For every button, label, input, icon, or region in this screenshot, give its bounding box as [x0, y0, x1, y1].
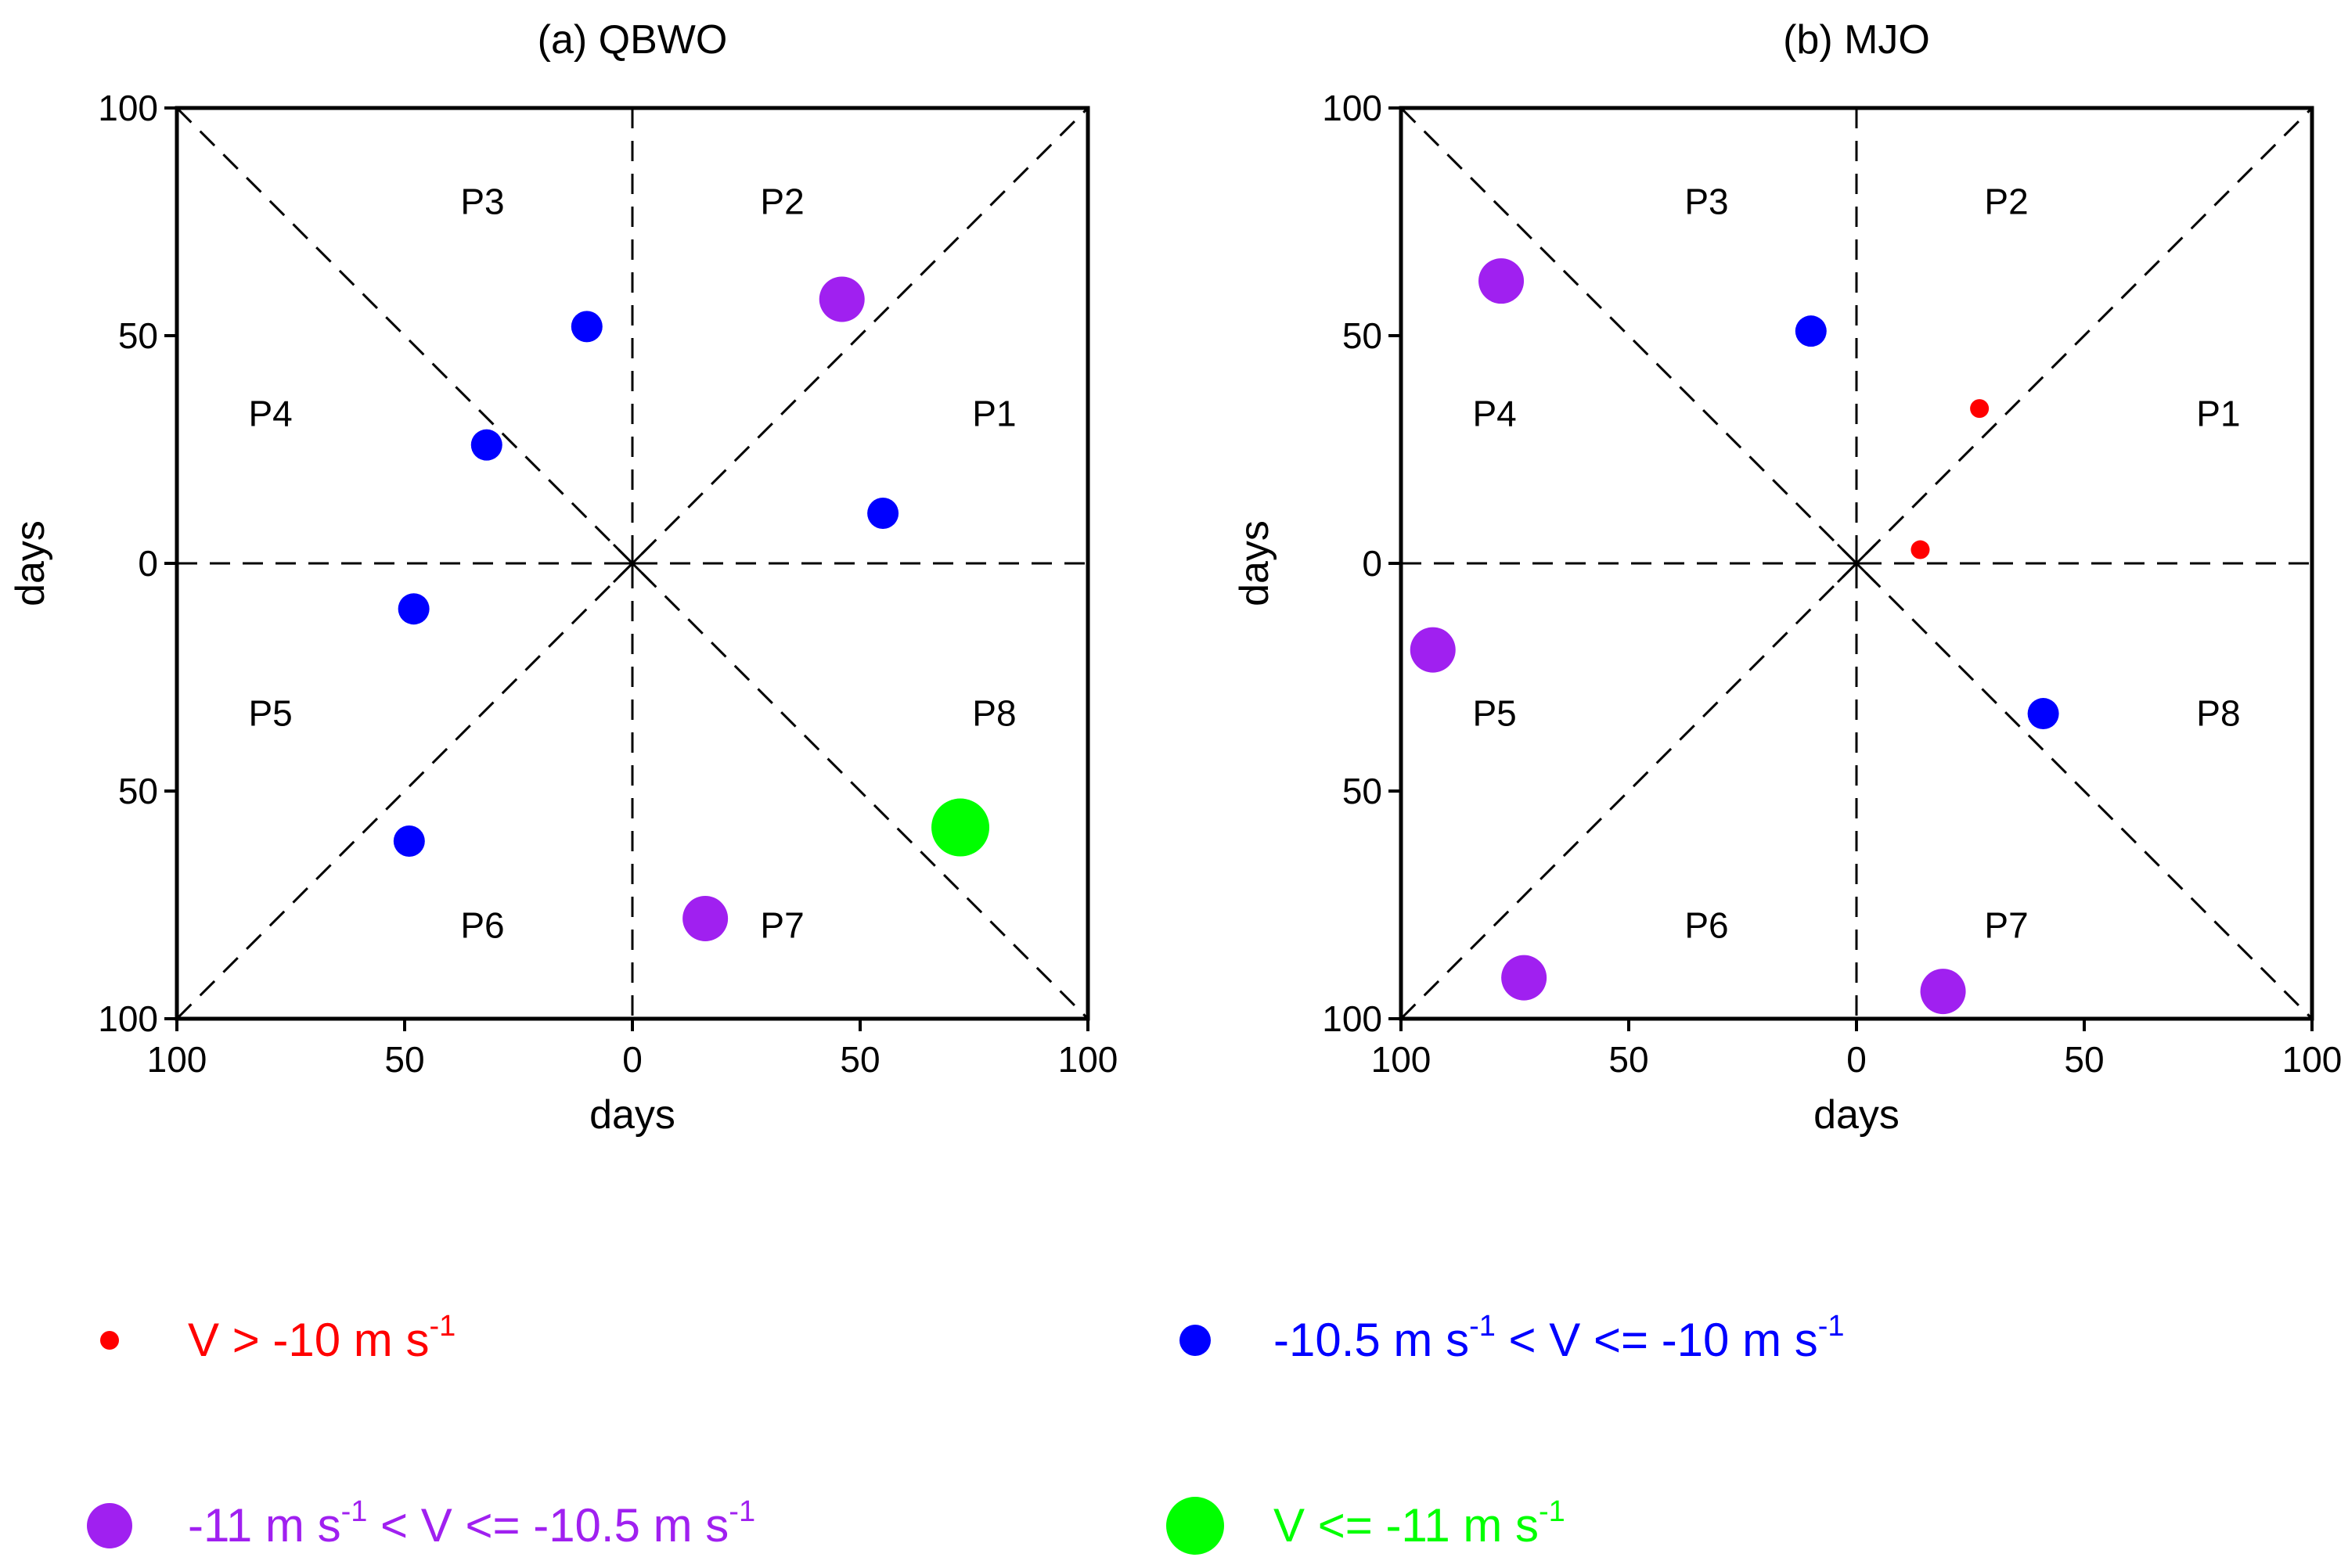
x-tick-label: 100 [147, 1039, 207, 1080]
y-axis-label: days [1232, 520, 1277, 606]
phase-label-p8: P8 [2196, 693, 2240, 734]
data-point-purple [1920, 969, 1966, 1015]
data-point-purple [819, 276, 865, 322]
legend-item-green: V <= -11 m s-1 [1166, 1495, 1565, 1555]
phase-label-p1: P1 [2196, 393, 2240, 433]
legend-label-red: V > -10 m s-1 [188, 1310, 456, 1366]
data-point-purple [682, 895, 729, 941]
phase-label-p5: P5 [248, 693, 292, 734]
y-tick-label: 50 [118, 315, 158, 356]
y-tick-label: 100 [1322, 998, 1382, 1039]
y-tick-label: 100 [98, 88, 158, 128]
data-point-blue [2027, 698, 2059, 730]
panel-qbwo: (a) QBWO1001005050005050100100daysdaysP1… [8, 17, 1118, 1138]
phase-label-p4: P4 [248, 393, 292, 433]
x-axis-label: days [589, 1092, 675, 1138]
phase-label-p7: P7 [760, 904, 804, 945]
x-tick-label: 100 [1058, 1039, 1118, 1080]
data-point-red [1970, 399, 1990, 419]
legend: V > -10 m s-1 -10.5 m s-1 < V <= -10 m s… [87, 1310, 1845, 1555]
y-tick-label: 100 [1322, 88, 1382, 128]
legend-marker-red [100, 1331, 119, 1350]
phase-label-p8: P8 [972, 693, 1016, 734]
legend-label-green: V <= -11 m s-1 [1273, 1495, 1565, 1552]
phase-label-p6: P6 [460, 904, 504, 945]
data-point-blue [867, 497, 899, 529]
phase-label-p5: P5 [1472, 693, 1516, 734]
phase-label-p6: P6 [1684, 904, 1728, 945]
data-point-purple [1501, 955, 1547, 1001]
phase-label-p2: P2 [1984, 182, 2028, 222]
y-axis-label: days [8, 520, 53, 606]
chart-title-qbwo: (a) QBWO [538, 17, 728, 63]
x-tick-label: 50 [2064, 1039, 2104, 1080]
y-tick-label: 50 [1342, 771, 1382, 811]
chart-title-mjo: (b) MJO [1783, 17, 1930, 63]
x-tick-label: 0 [1846, 1039, 1867, 1080]
legend-marker-green [1166, 1497, 1224, 1555]
data-point-red [1910, 540, 1930, 559]
panel-mjo: (b) MJO1001005050005050100100daysdaysP1P… [1232, 17, 2342, 1138]
data-point-green [931, 798, 990, 857]
legend-label-purple: -11 m s-1 < V <= -10.5 m s-1 [188, 1495, 755, 1552]
x-tick-label: 100 [1371, 1039, 1431, 1080]
y-tick-label: 0 [1362, 543, 1382, 584]
y-tick-label: 0 [138, 543, 158, 584]
phase-label-p7: P7 [1984, 904, 2028, 945]
legend-item-blue: -10.5 m s-1 < V <= -10 m s-1 [1179, 1310, 1845, 1366]
legend-label-blue: -10.5 m s-1 < V <= -10 m s-1 [1273, 1310, 1845, 1366]
legend-item-purple: -11 m s-1 < V <= -10.5 m s-1 [87, 1495, 755, 1552]
legend-item-red: V > -10 m s-1 [100, 1310, 456, 1366]
data-point-blue [470, 429, 502, 461]
x-tick-label: 50 [1608, 1039, 1648, 1080]
data-point-purple [1410, 627, 1456, 673]
legend-marker-blue [1179, 1325, 1211, 1356]
x-tick-label: 50 [840, 1039, 880, 1080]
phase-label-p1: P1 [972, 393, 1016, 433]
data-point-blue [393, 825, 425, 858]
legend-marker-purple [87, 1503, 132, 1548]
y-tick-label: 100 [98, 998, 158, 1039]
x-tick-label: 50 [384, 1039, 424, 1080]
phase-label-p2: P2 [760, 182, 804, 222]
phase-label-p3: P3 [460, 182, 504, 222]
x-tick-label: 100 [2282, 1039, 2343, 1080]
phase-label-p3: P3 [1684, 182, 1728, 222]
y-tick-label: 50 [118, 771, 158, 811]
data-point-purple [1478, 258, 1525, 304]
data-point-blue [1795, 315, 1827, 347]
data-point-blue [571, 311, 603, 343]
phase-label-p4: P4 [1472, 393, 1516, 433]
x-axis-label: days [1813, 1092, 1900, 1138]
x-tick-label: 0 [622, 1039, 643, 1080]
y-tick-label: 50 [1342, 315, 1382, 356]
data-point-blue [398, 593, 430, 625]
